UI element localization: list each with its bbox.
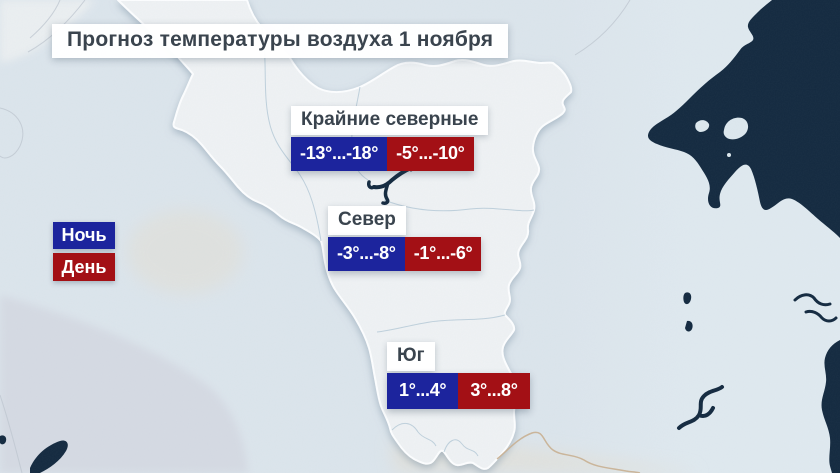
legend-day: День: [53, 253, 115, 281]
temperature-row: -3°...-8° -1°...-6°: [328, 237, 482, 271]
night-temperature: 1°...4°: [387, 373, 459, 409]
legend: Ночь День: [53, 222, 115, 281]
day-temperature: -1°...-6°: [404, 237, 482, 271]
region-label: Юг: [387, 342, 435, 371]
page-title: Прогноз температуры воздуха 1 ноября: [52, 24, 509, 58]
legend-night: Ночь: [53, 222, 115, 249]
forecast-group-south: Юг 1°...4° 3°...8°: [387, 342, 530, 409]
region-label: Крайние северные: [291, 106, 489, 135]
day-temperature: 3°...8°: [458, 373, 530, 409]
temperature-row: 1°...4° 3°...8°: [387, 373, 530, 409]
night-temperature: -3°...-8°: [328, 237, 405, 271]
region-label: Север: [328, 206, 406, 235]
forecast-group-north: Север -3°...-8° -1°...-6°: [328, 206, 482, 271]
day-temperature: -5°...-10°: [387, 137, 474, 171]
night-temperature: -13°...-18°: [291, 137, 388, 171]
forecast-group-far-north: Крайние северные -13°...-18° -5°...-10°: [291, 106, 489, 171]
temperature-row: -13°...-18° -5°...-10°: [291, 137, 474, 171]
